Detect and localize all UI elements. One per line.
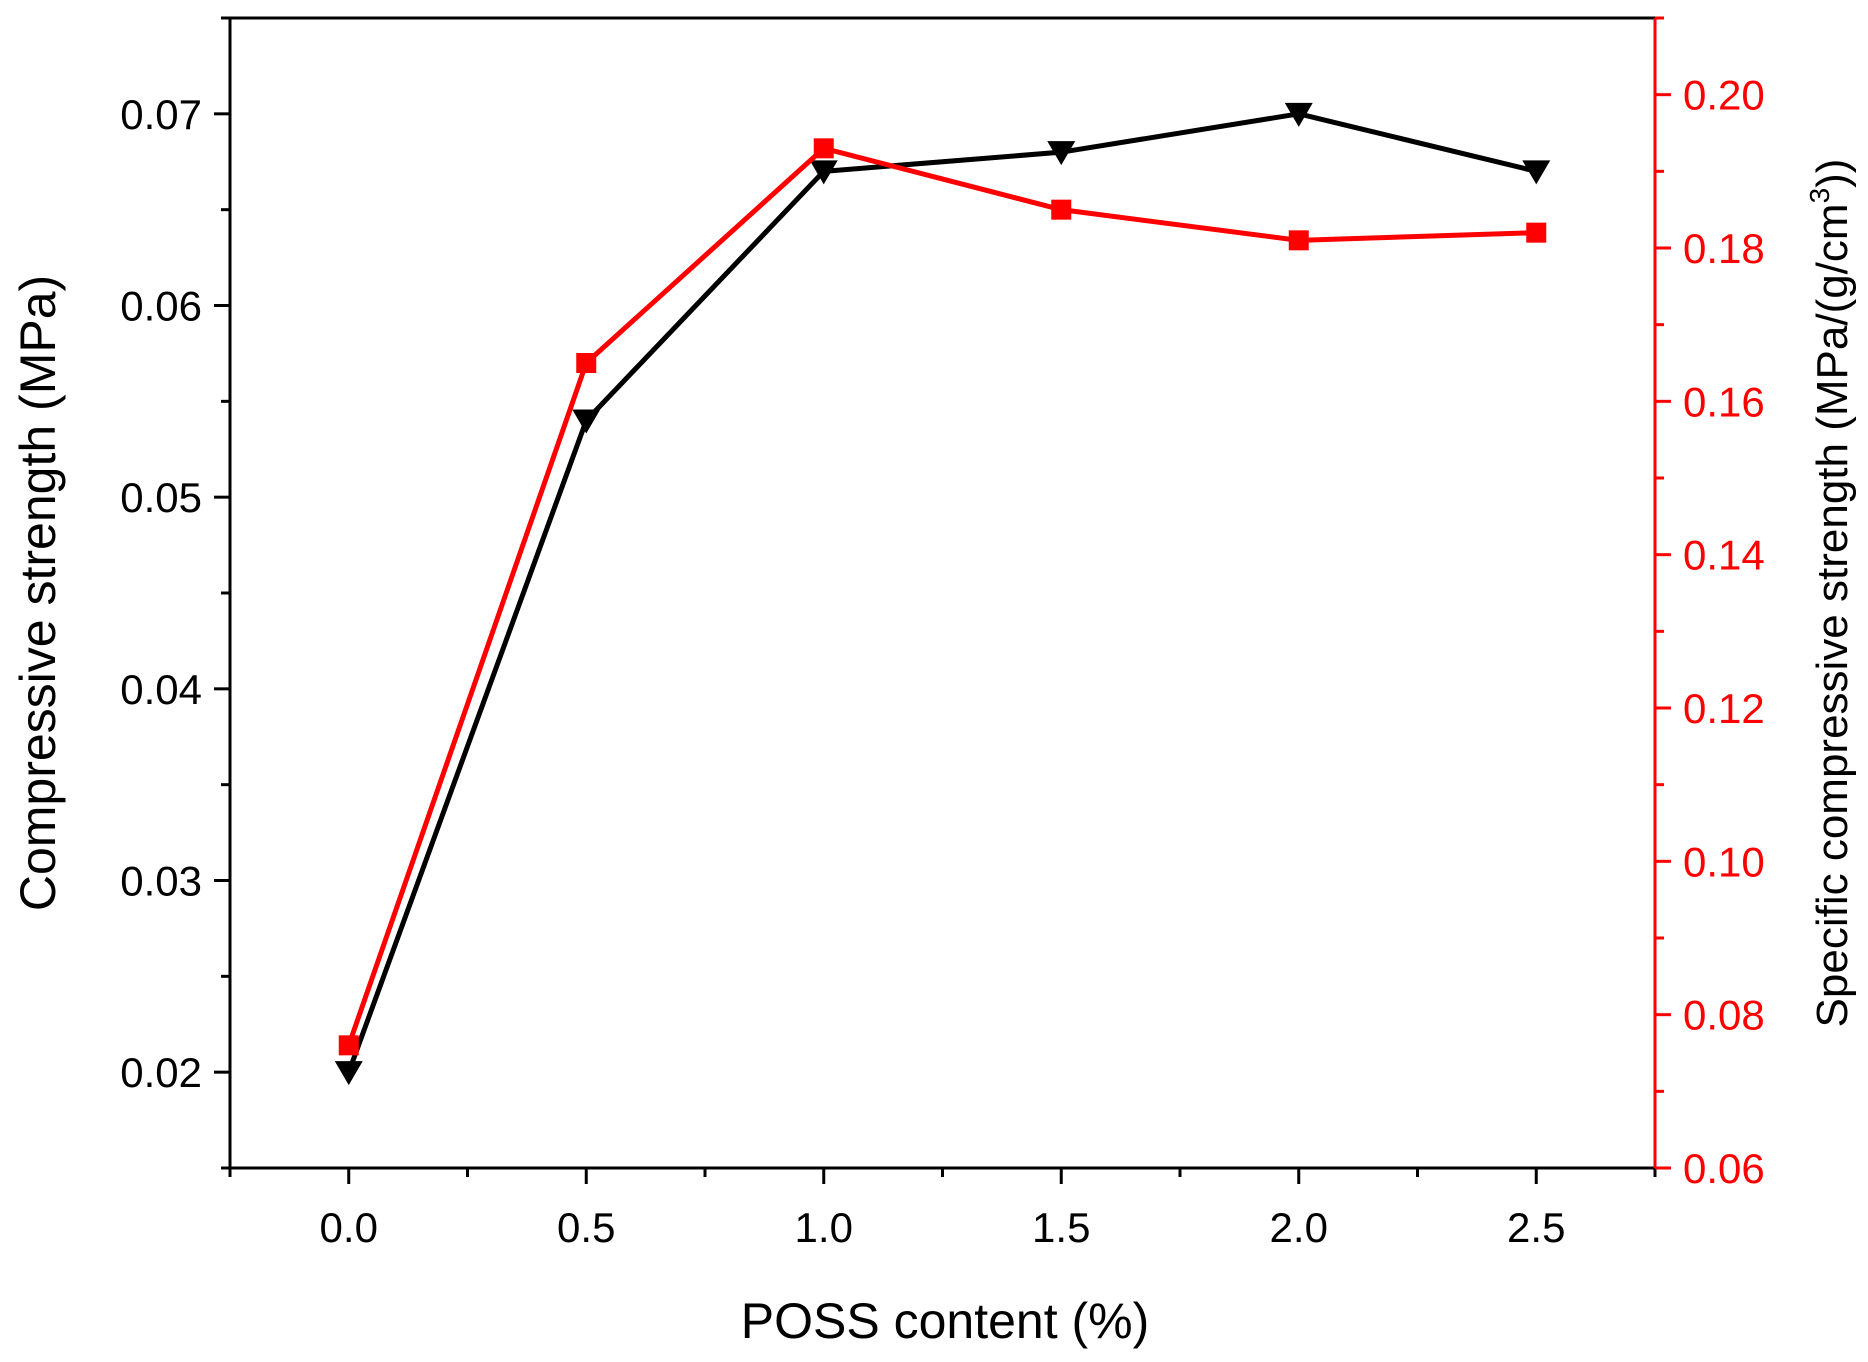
specific-strength-marker — [576, 353, 597, 373]
y2-tick-label: 0.08 — [1683, 992, 1765, 1039]
y-tick-label: 0.05 — [120, 474, 202, 521]
specific-strength-marker — [813, 138, 834, 159]
x-tick-label: 1.5 — [1032, 1204, 1090, 1251]
y2-tick-label: 0.10 — [1683, 838, 1765, 885]
y2-tick-label: 0.18 — [1683, 225, 1765, 272]
compressive-strength-line — [346, 111, 1537, 1074]
y2-tick-label: 0.14 — [1683, 532, 1765, 579]
x-tick-label: 1.0 — [795, 1204, 853, 1251]
compressive-strength-marker — [1284, 102, 1313, 127]
y2-tick-label: 0.12 — [1683, 685, 1765, 732]
y2-tick-label: 0.06 — [1683, 1145, 1765, 1192]
left-y-axis-label: Compressive strength (MPa) — [10, 275, 66, 911]
y-tick-label: 0.03 — [120, 858, 202, 905]
x-axis-ticks: 0.0 0.5 1.0 1.5 2.0 2.5 — [228, 1168, 1657, 1251]
left-y-axis-ticks: 0.02 0.03 0.04 0.05 0.06 0.07 — [120, 16, 230, 1170]
x-tick-label: 2.0 — [1270, 1204, 1328, 1251]
compressive-strength-marker — [809, 160, 838, 185]
y2-tick-label: 0.20 — [1683, 72, 1765, 119]
right-y-axis-label: Specific compressive strength (MPa/(g/cm… — [1804, 159, 1857, 1028]
right-y-axis-label-end: )) — [1808, 159, 1857, 188]
x-axis-label: POSS content (%) — [741, 1293, 1150, 1349]
y-tick-label: 0.07 — [120, 91, 202, 138]
specific-strength-marker — [1526, 222, 1547, 243]
specific-strength-line — [346, 145, 1537, 1047]
compressive-strength-marker — [1522, 160, 1551, 185]
x-tick-label: 2.5 — [1507, 1204, 1565, 1251]
y2-tick-label: 0.16 — [1683, 378, 1765, 425]
specific-strength-marker — [338, 1035, 359, 1056]
right-y-axis-ticks: 0.06 0.08 0.10 0.12 0.14 0.16 0.18 0.20 — [1655, 16, 1765, 1192]
compressive-strength-marker — [572, 409, 601, 434]
right-y-axis-label-main: Specific compressive strength (MPa/(g/cm — [1808, 203, 1857, 1027]
specific-strength-marker — [1288, 230, 1309, 251]
y-tick-label: 0.02 — [120, 1049, 202, 1096]
right-y-axis-label-superscript: 3 — [1804, 188, 1835, 204]
plot-frame — [228, 16, 1657, 1170]
y-tick-label: 0.04 — [120, 666, 202, 713]
y-tick-label: 0.06 — [120, 283, 202, 330]
compressive-strength-marker — [334, 1061, 363, 1086]
x-tick-label: 0.0 — [320, 1204, 378, 1251]
x-tick-label: 0.5 — [557, 1204, 615, 1251]
compressive-strength-marker — [1047, 141, 1076, 166]
series-layer — [334, 102, 1551, 1086]
specific-strength-marker — [1051, 199, 1072, 220]
